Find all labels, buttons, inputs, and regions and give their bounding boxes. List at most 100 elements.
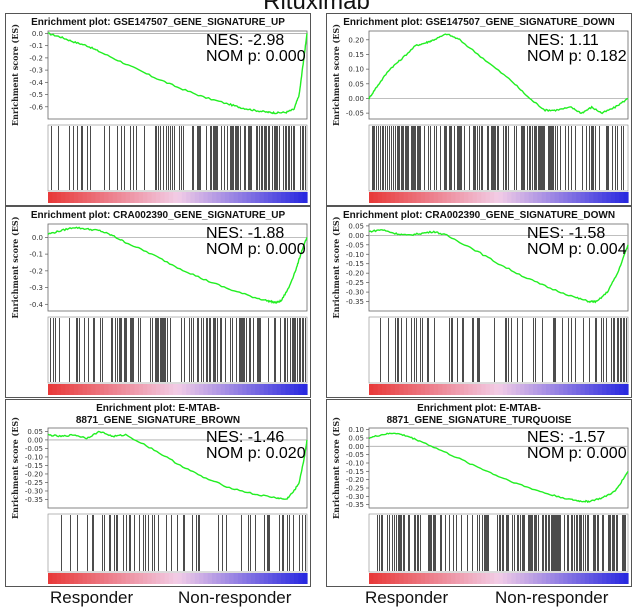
rank-color-segment xyxy=(82,192,88,203)
rank-color-segment xyxy=(425,384,431,395)
rank-color-segment xyxy=(407,573,413,584)
rank-color-segment xyxy=(207,192,213,203)
rank-color-segment xyxy=(446,384,452,395)
rank-color-segment xyxy=(60,573,66,584)
y-tick-label: 0.10 xyxy=(348,66,364,74)
enrichment-curve xyxy=(47,32,308,115)
rank-color-segment xyxy=(515,384,521,395)
rank-color-segment xyxy=(142,192,148,203)
rank-color-segment xyxy=(147,384,153,395)
rank-color-segment xyxy=(576,192,582,203)
plot-frame xyxy=(368,427,629,509)
rank-color-segment xyxy=(386,384,392,395)
hits-frame xyxy=(47,316,308,384)
rank-color-segment xyxy=(272,573,278,584)
rank-color-segment xyxy=(610,384,616,395)
chart-title: Enrichment plot: CRA002390_GENE_SIGNATUR… xyxy=(343,210,615,221)
rank-color-segment xyxy=(381,384,387,395)
rank-color-segment xyxy=(112,192,118,203)
rank-color-segment xyxy=(602,384,608,395)
y-tick-label: 0.05 xyxy=(348,222,364,230)
rank-color-segment xyxy=(242,192,248,203)
rank-color-segment xyxy=(576,573,582,584)
rank-color-segment xyxy=(155,192,161,203)
footer-responder-left: Responder xyxy=(50,588,134,607)
rank-color-segment xyxy=(276,384,282,395)
rank-color-segment xyxy=(281,573,287,584)
rank-color-segment xyxy=(494,573,500,584)
rank-color-segment xyxy=(276,573,282,584)
rank-color-segment xyxy=(56,384,62,395)
rank-color-segment xyxy=(207,573,213,584)
rank-color-segment xyxy=(563,192,569,203)
rank-color-segment xyxy=(246,192,252,203)
rank-color-segment xyxy=(524,384,530,395)
nom-p-label: NOM p: 0.000 xyxy=(206,241,306,258)
rank-color-segment xyxy=(199,192,204,203)
y-tick-label: -0.30 xyxy=(25,487,43,495)
rank-color-segment xyxy=(541,573,547,584)
y-tick-label: -0.2 xyxy=(29,267,43,275)
rank-color-segment xyxy=(99,192,105,203)
rank-color-segment xyxy=(597,384,603,395)
rank-color-segment xyxy=(48,573,53,584)
nom-p-label: NOM p: 0.000 xyxy=(206,48,306,65)
rank-color-segment xyxy=(138,192,144,203)
rank-color-segment xyxy=(73,384,79,395)
rank-color-segment xyxy=(138,384,144,395)
rank-color-segment xyxy=(567,573,573,584)
hits-frame xyxy=(47,124,308,192)
rank-color-segment xyxy=(615,192,620,203)
rank-color-segment xyxy=(190,192,196,203)
rank-color-segment xyxy=(420,192,426,203)
rank-color-segment xyxy=(151,573,157,584)
hits-frame xyxy=(368,513,629,573)
nom-p-label: NOM p: 0.020 xyxy=(206,445,306,462)
rank-color-segment xyxy=(554,384,560,395)
rank-color-segment xyxy=(485,384,491,395)
rank-color-segment xyxy=(95,384,101,395)
rank-color-segment xyxy=(104,192,110,203)
rank-color-segment xyxy=(302,384,308,395)
rank-color-segment xyxy=(623,192,629,203)
rank-color-segment xyxy=(48,384,53,395)
rank-color-segment xyxy=(259,192,265,203)
rank-color-segment xyxy=(237,192,243,203)
rank-color-segment xyxy=(433,384,439,395)
chart-svg: Enrichment plot: CRA002390_GENE_SIGNATUR… xyxy=(10,210,308,395)
rank-color-segment xyxy=(537,573,543,584)
rank-color-segment xyxy=(78,573,84,584)
enrichment-curve xyxy=(47,226,308,304)
rank-color-segment xyxy=(134,192,140,203)
rank-color-segment xyxy=(550,192,556,203)
rank-color-segment xyxy=(429,384,435,395)
rank-color-segment xyxy=(541,192,547,203)
y-tick-label: -0.10 xyxy=(346,251,364,259)
rank-color-segment xyxy=(220,573,226,584)
y-tick-label: -0.35 xyxy=(346,298,364,306)
rank-color-segment xyxy=(190,573,196,584)
chart-title: Enrichment plot: E-MTAB- xyxy=(417,403,541,414)
rank-color-segment xyxy=(52,573,58,584)
rank-color-segment xyxy=(451,573,456,584)
rank-color-segment xyxy=(403,192,409,203)
rank-color-segment xyxy=(160,573,166,584)
rank-color-segment xyxy=(199,573,204,584)
rank-color-segment xyxy=(386,192,392,203)
rank-color-segment xyxy=(173,192,179,203)
rank-color-segment xyxy=(571,384,577,395)
rank-color-segment xyxy=(476,384,482,395)
rank-color-segment xyxy=(550,573,556,584)
rank-color-segment xyxy=(476,573,482,584)
y-tick-label: 0.15 xyxy=(348,51,364,59)
rank-color-segment xyxy=(545,573,551,584)
rank-color-segment xyxy=(554,192,560,203)
rank-color-segment xyxy=(502,573,508,584)
rank-color-segment xyxy=(294,573,299,584)
gsea-panel-cra002390-down: Enrichment plot: CRA002390_GENE_SIGNATUR… xyxy=(326,206,632,398)
rank-color-segment xyxy=(233,192,239,203)
y-tick-label: 0.05 xyxy=(348,80,364,88)
rank-color-segment xyxy=(563,384,569,395)
rank-color-segment xyxy=(285,192,291,203)
rank-color-segment xyxy=(463,192,469,203)
